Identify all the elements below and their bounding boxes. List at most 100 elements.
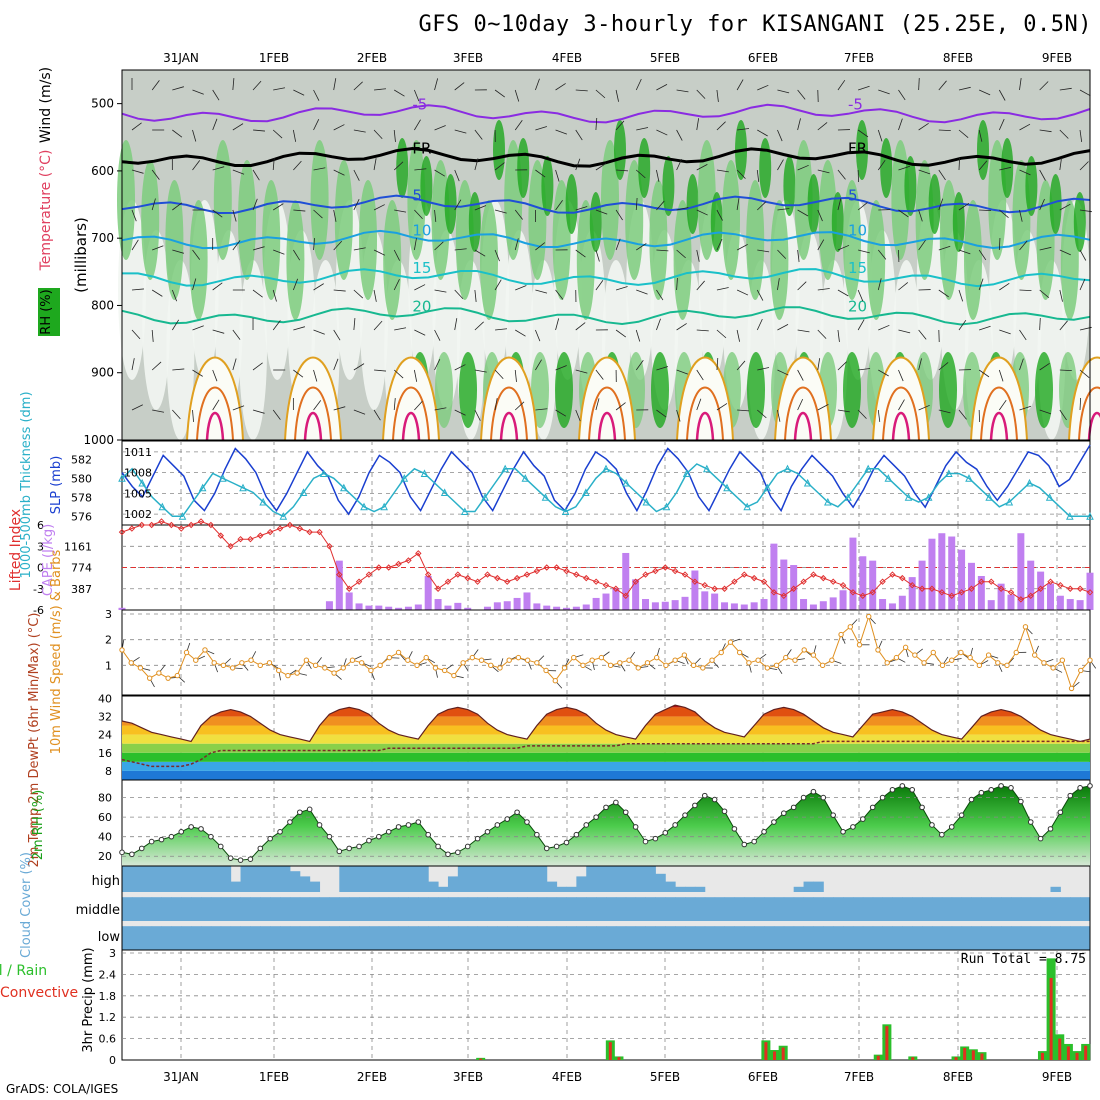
wind-barb: [857, 129, 869, 138]
precip-tick-label: 3: [109, 947, 116, 960]
li-point: [1076, 585, 1084, 592]
bottom-date-label: 9FEB: [1042, 1070, 1072, 1084]
wind10m-tick-label: 3: [105, 608, 112, 621]
rh-saturated-cell: [1073, 192, 1086, 252]
rh2m-point: [356, 843, 362, 850]
wind10m-point: [266, 660, 273, 666]
wind-barb: [494, 369, 504, 380]
rh2m-point: [978, 789, 985, 796]
rh-saturated-cell: [831, 192, 844, 252]
top-date-label: 4FEB: [552, 51, 582, 65]
rh2m-point: [188, 824, 194, 830]
pressure-tick-label: 600: [91, 164, 114, 178]
cape-bar: [612, 588, 620, 610]
wind-barb: [151, 80, 160, 91]
temp-30-loop: [1078, 386, 1100, 441]
rh-lowlevel-cell: [843, 352, 861, 428]
cloud-middle-bar: [754, 897, 765, 921]
wind-barb: [232, 358, 237, 371]
cloud-middle-bar: [477, 897, 488, 921]
wind-barb: [716, 238, 723, 251]
temp-35-loop: [793, 411, 813, 441]
cloud-low-bar: [991, 926, 1002, 950]
wind-barb: [635, 78, 642, 91]
wind-barb: [978, 160, 988, 171]
wind10m-point: [303, 657, 310, 663]
wind-barb: [252, 129, 266, 132]
wind-barb: [1079, 129, 1083, 142]
wind-barb: [615, 120, 625, 131]
wind10m-point: [718, 649, 724, 656]
rh2m-point: [613, 799, 619, 806]
rh2m-point: [622, 809, 629, 816]
wind-barb: [151, 361, 162, 371]
rh-moist-cell: [480, 200, 498, 320]
rh-saturated-cell: [904, 156, 917, 216]
temp-25-loop: [578, 356, 636, 441]
cloud-high-bar: [457, 866, 469, 892]
cloud-low-bar: [823, 926, 834, 950]
rh2m-point: [860, 816, 866, 822]
cape-tick-label: 774: [71, 562, 92, 575]
li-point: [652, 567, 659, 575]
rh2m-point: [316, 822, 323, 828]
li-point: [266, 528, 274, 536]
wind10m-point: [543, 667, 549, 674]
temp-35-loop: [891, 411, 911, 441]
cape-bar: [582, 604, 590, 610]
cloud-high-bar: [201, 866, 212, 892]
cloud-low-bar: [1001, 926, 1012, 950]
cloud-high-bar: [813, 881, 824, 892]
temp2m-band: [122, 752, 1090, 762]
wind10m-point: [349, 657, 356, 663]
thickness-point: [924, 493, 933, 501]
cloud-low-bar: [833, 926, 844, 950]
cloud-middle-bar: [517, 897, 528, 921]
cape-bar: [730, 603, 738, 610]
wind-barb: [555, 200, 563, 211]
rh-saturated-cell: [589, 192, 602, 252]
rh-moist-cell: [891, 140, 910, 260]
wind-barb: [172, 249, 184, 254]
cloud-low-bar: [388, 926, 400, 950]
wind-barb: [797, 329, 810, 333]
wind-barb: [212, 329, 225, 334]
top-date-label: 5FEB: [650, 51, 680, 65]
wind-barb: [858, 249, 870, 254]
wind-barb: [877, 409, 881, 422]
wind-barb: [172, 129, 183, 138]
cloud-middle-bar: [694, 897, 706, 921]
thickness-point: [1086, 512, 1094, 520]
wind-barb: [535, 289, 548, 294]
wind-barb: [777, 89, 790, 94]
cloud-high-bar: [260, 866, 271, 892]
cloud-middle-bar: [1050, 897, 1061, 921]
cloud-low-bar: [556, 926, 567, 950]
wind-barb: [575, 409, 581, 422]
cloud-middle-bar: [398, 897, 409, 921]
wind-barb: [696, 398, 702, 411]
wind-barb: [192, 325, 204, 331]
wind-barb: [736, 198, 740, 211]
wind-barb: [817, 169, 830, 174]
li-point: [227, 543, 234, 550]
wind10m-point: [506, 657, 512, 663]
wind10m-point: [626, 657, 632, 663]
cloud-middle-bar: [1010, 897, 1022, 921]
wind-barb: [777, 324, 789, 331]
wind-barb: [151, 289, 163, 297]
cloud-middle-bar: [467, 897, 479, 921]
wind-barb: [777, 409, 781, 422]
cloud-low-bar: [793, 926, 805, 950]
wind-barb: [353, 318, 356, 331]
wind-barb: [877, 129, 883, 142]
wind10m-point: [322, 665, 328, 671]
pressure-tick-label: 800: [91, 298, 114, 312]
wind-barb: [837, 169, 846, 180]
wind10m-point: [128, 660, 134, 666]
cloud-high-bar: [299, 876, 311, 892]
wind-barb: [151, 198, 156, 211]
wind-barb: [232, 329, 241, 340]
precip-convective-bar: [1084, 1045, 1088, 1060]
wind-barb: [999, 329, 1011, 335]
